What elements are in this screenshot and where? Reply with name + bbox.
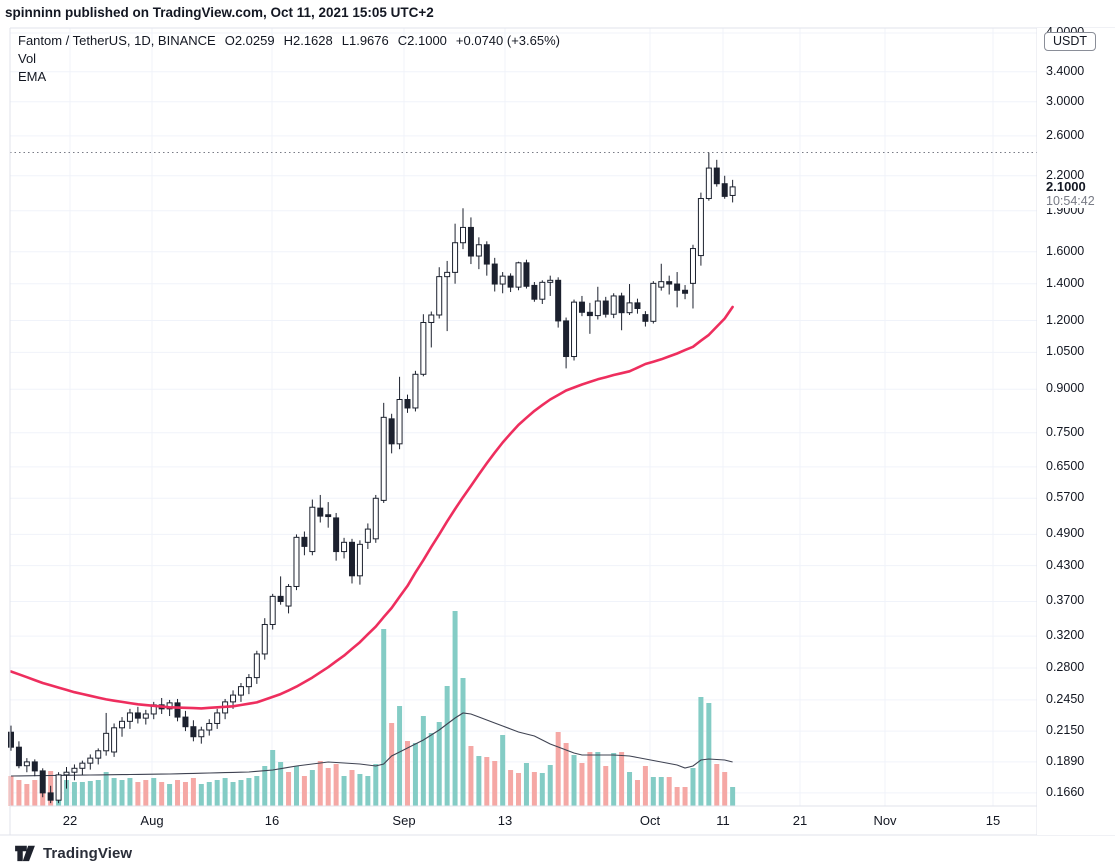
volume-ma-line	[10, 712, 733, 777]
price-tick-label: 0.4900	[1046, 526, 1085, 541]
price-tick-label: 2.6000	[1046, 127, 1085, 142]
brand-bar[interactable]: TradingView	[14, 841, 132, 865]
bar-countdown: 10:54:42	[1046, 193, 1095, 208]
price-tick-label: 0.1890	[1046, 753, 1085, 768]
time-tick-label: 22	[62, 813, 78, 828]
price-tick-label: 1.2000	[1046, 312, 1085, 327]
price-tick-label: 3.0000	[1046, 93, 1085, 108]
price-tick-label: 0.2800	[1046, 660, 1085, 675]
last-price-label: 2.1000	[1046, 178, 1086, 194]
publish-caption: spinninn published on TradingView.com, O…	[5, 5, 434, 20]
price-tick-label: 0.9000	[1046, 381, 1085, 396]
grid-lines	[10, 28, 1037, 806]
price-tick-label: 0.2450	[1046, 691, 1085, 706]
price-tick-label: 0.4300	[1046, 557, 1085, 572]
price-axis[interactable]: USDT 2.1000 10:54:42 4.00003.40003.00002…	[1037, 25, 1115, 835]
price-tick-label: 1.6000	[1046, 243, 1085, 258]
time-tick-label: Oct	[639, 813, 661, 828]
tradingview-wordmark: TradingView	[43, 844, 133, 862]
time-tick-label: 16	[264, 813, 280, 828]
frame-borders	[0, 27, 1115, 836]
price-tick-label: 0.2150	[1046, 723, 1085, 738]
price-tick-label: 0.1660	[1046, 784, 1085, 799]
time-tick-label: Aug	[140, 813, 164, 828]
ema-line	[9, 305, 734, 710]
time-tick-label: Sep	[392, 813, 416, 828]
time-tick-label: Nov	[873, 813, 897, 828]
time-tick-label: 11	[716, 813, 730, 828]
price-tick-label: 0.3200	[1046, 628, 1085, 643]
tradingview-logo-icon	[15, 845, 35, 862]
price-tick-label: 0.7500	[1046, 424, 1085, 439]
candlesticks	[8, 152, 736, 804]
time-tick-label: 21	[792, 813, 808, 828]
time-axis[interactable]: 22 Aug 16 Sep 13 Oct 11 21 Nov 15	[0, 806, 1037, 835]
price-tick-label: 1.0500	[1046, 344, 1085, 359]
price-tick-label: 0.5700	[1046, 490, 1085, 505]
time-tick-label: 13	[497, 813, 513, 828]
time-tick-label: 15	[985, 813, 1001, 828]
price-tick-label: 2.2000	[1046, 167, 1085, 182]
volume-bars	[8, 611, 736, 806]
price-tick-label: 1.4000	[1046, 275, 1085, 290]
price-tick-label: 0.6500	[1046, 458, 1085, 473]
price-tick-label: 3.4000	[1046, 63, 1085, 78]
price-tick-label: 0.3700	[1046, 593, 1085, 608]
currency-badge[interactable]: USDT	[1044, 32, 1097, 51]
